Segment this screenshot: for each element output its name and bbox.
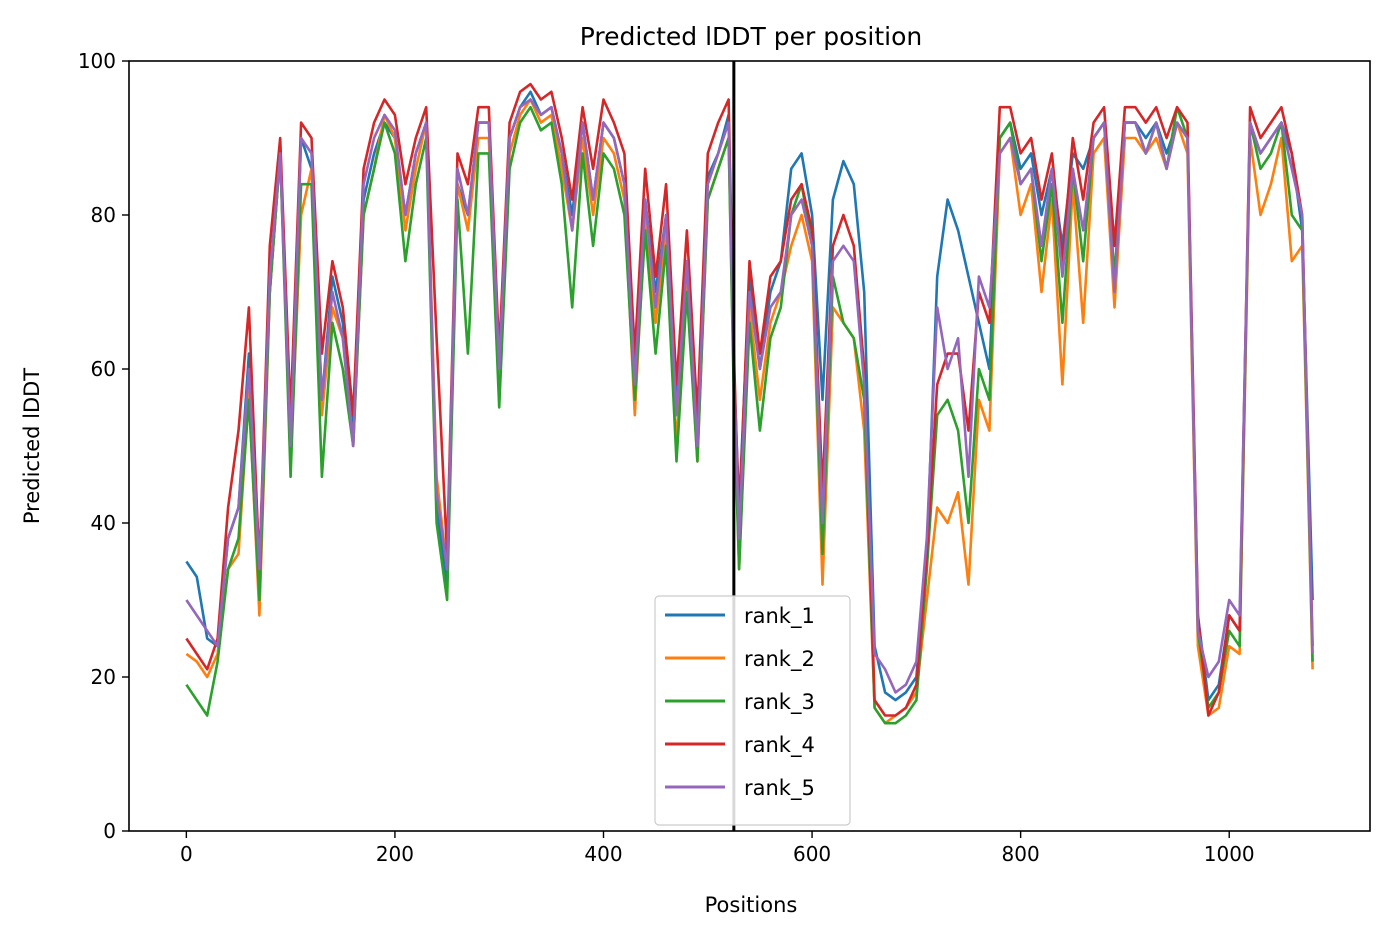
x-tick-label: 600 [793, 842, 831, 866]
x-tick-label: 1000 [1204, 842, 1255, 866]
y-tick-label: 100 [78, 49, 116, 73]
x-tick-label: 0 [180, 842, 193, 866]
chart-title: Predicted lDDT per position [580, 22, 922, 51]
x-tick-label: 400 [584, 842, 622, 866]
y-axis: 0 20 40 60 80 100 [78, 49, 129, 843]
y-tick-label: 60 [91, 357, 116, 381]
y-axis-title: Predicted lDDT [20, 368, 44, 524]
legend: rank_1 rank_2 rank_3 rank_4 rank_5 [654, 595, 851, 826]
legend-label: rank_4 [744, 733, 815, 758]
x-axis: 0 200 400 600 800 1000 [180, 831, 1255, 866]
plot-frame [128, 60, 1371, 832]
legend-label: rank_5 [744, 776, 815, 801]
series-line-5 [185, 98, 1314, 694]
y-tick-label: 80 [91, 203, 116, 227]
x-tick-label: 800 [1002, 842, 1040, 866]
x-tick-label: 200 [376, 842, 414, 866]
legend-label: rank_3 [744, 690, 815, 715]
legend-label: rank_1 [744, 604, 815, 629]
y-tick-label: 40 [91, 511, 116, 535]
plot-series [185, 82, 1314, 725]
y-tick-label: 20 [91, 665, 116, 689]
y-tick-label: 0 [103, 819, 116, 843]
legend-label: rank_2 [744, 647, 815, 672]
legend-box [654, 595, 851, 826]
x-axis-title: Positions [705, 893, 798, 917]
